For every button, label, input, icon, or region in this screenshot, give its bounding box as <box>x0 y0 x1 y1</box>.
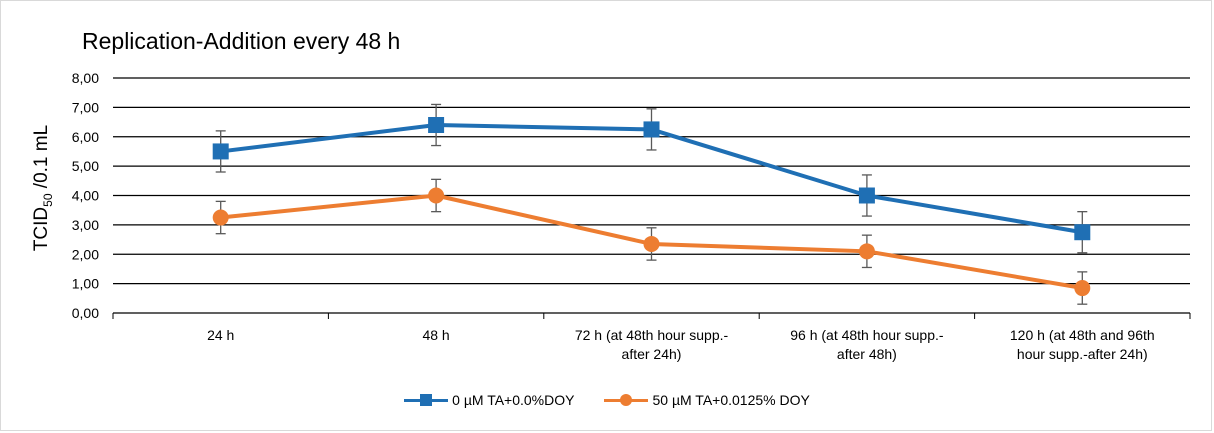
axes: 0,00 1,00 2,00 3,00 4,00 5,00 6,00 7,00 8,00 24 h… <box>72 70 1191 362</box>
series <box>212 103 1091 305</box>
legend-item-series-2: 50 µM TA+0.0125% DOY <box>604 392 810 408</box>
x-tick-label: 96 h (at 48th hour supp.-after 48h) <box>790 327 944 362</box>
y-tick-label: 2,00 <box>72 246 99 262</box>
y-tick-label: 0,00 <box>72 305 99 321</box>
y-tick-label: 5,00 <box>72 158 99 174</box>
y-tick-label: 8,00 <box>72 70 99 86</box>
series-2 <box>212 178 1091 305</box>
data-point <box>1074 224 1091 241</box>
chart-title: Replication-Addition every 48 h <box>82 28 401 54</box>
x-tick-label: 24 h <box>207 327 234 343</box>
y-tick-label: 4,00 <box>72 188 99 204</box>
legend-label-series-2: 50 µM TA+0.0125% DOY <box>652 392 810 408</box>
legend-label-series-1: 0 µM TA+0.0%DOY <box>452 392 575 408</box>
y-tick-label: 6,00 <box>72 129 99 145</box>
x-tick-label: 120 h (at 48th and 96th hour supp.-after … <box>1010 327 1155 362</box>
data-point <box>1074 280 1091 297</box>
series-1 <box>212 103 1091 254</box>
data-point <box>428 187 445 204</box>
data-point <box>212 143 229 160</box>
legend-swatch-series-1 <box>404 394 449 406</box>
y-tick-label: 7,00 <box>72 99 99 115</box>
x-tick-label: 72 h (at 48th hour supp.-after 24h) <box>575 327 729 362</box>
data-point <box>858 187 875 204</box>
data-point <box>643 235 660 252</box>
data-point <box>643 121 660 138</box>
data-point <box>858 243 875 260</box>
data-point <box>212 209 229 226</box>
legend-swatch-series-2 <box>604 394 649 406</box>
y-tick-label: 1,00 <box>72 276 99 292</box>
legend: 0 µM TA+0.0%DOY 50 µM TA+0.0125% DOY <box>0 392 1214 408</box>
legend-item-series-1: 0 µM TA+0.0%DOY <box>404 392 574 408</box>
x-tick-label: 48 h <box>422 327 449 343</box>
data-point <box>428 117 445 133</box>
y-tick-label: 3,00 <box>72 217 99 233</box>
